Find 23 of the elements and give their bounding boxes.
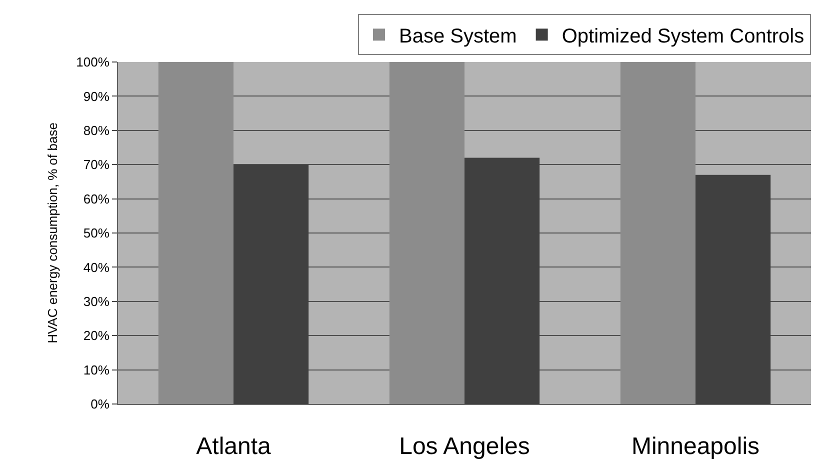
y-tick-label: 0% xyxy=(90,396,110,412)
bar xyxy=(158,62,234,404)
legend-label: Optimized System Controls xyxy=(562,25,804,48)
y-tick-label: 30% xyxy=(83,294,110,309)
y-tick-label: 70% xyxy=(83,157,110,172)
y-tick-label: 50% xyxy=(83,226,110,241)
bar xyxy=(620,62,696,404)
bar xyxy=(389,62,464,404)
legend-label: Base System xyxy=(399,25,517,48)
y-tick-label: 20% xyxy=(83,328,110,344)
x-tick-label: Los Angeles xyxy=(399,432,530,460)
y-tick-label: 60% xyxy=(83,191,110,206)
x-tick-label: Atlanta xyxy=(196,432,272,460)
y-tick-label: 10% xyxy=(83,362,110,378)
bar xyxy=(234,164,309,404)
y-tick-label: 90% xyxy=(83,88,110,104)
y-tick-label: 40% xyxy=(83,260,110,275)
y-tick-label: 100% xyxy=(76,54,110,70)
y-tick-label: 80% xyxy=(83,122,110,138)
bar xyxy=(464,158,540,404)
y-axis-title: HVAC energy consumption, % of base xyxy=(45,122,60,344)
bar xyxy=(696,174,771,404)
x-tick-label: Minneapolis xyxy=(631,432,760,460)
